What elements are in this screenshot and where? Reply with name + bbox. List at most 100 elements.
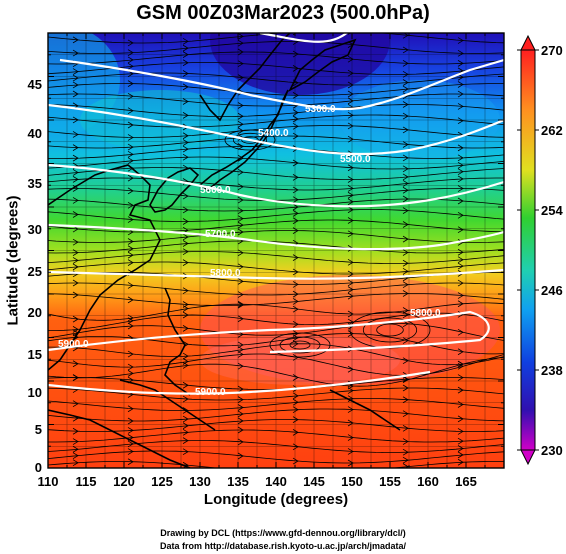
streamline-arrow [402, 173, 409, 181]
y-tick-label: 25 [28, 264, 42, 279]
streamline-arrow [182, 51, 189, 58]
streamline-arrow [402, 46, 409, 54]
streamline-arrow [402, 126, 409, 134]
streamline-arrow [292, 406, 299, 414]
streamline-arrow [182, 145, 189, 153]
streamline-arrow [182, 352, 189, 360]
streamline-arrow [182, 139, 189, 146]
streamline [48, 146, 504, 159]
streamline-arrow [347, 270, 354, 278]
streamline-arrow [347, 279, 354, 287]
streamline-arrow [237, 168, 244, 176]
streamline [48, 93, 504, 107]
contour-label: 5900.0 [58, 339, 89, 350]
streamline [48, 293, 504, 306]
streamline-arrow [402, 375, 409, 383]
streamline-arrow [237, 263, 244, 271]
streamline-arrow [402, 396, 409, 404]
streamline [48, 41, 504, 54]
streamline-arrow [127, 370, 134, 377]
streamline [48, 440, 504, 453]
streamline-arrow [347, 230, 354, 238]
streamline-arrow [182, 70, 189, 77]
streamline-arrow [457, 451, 464, 459]
streamline-arrow [72, 291, 79, 299]
streamline-arrow [457, 348, 464, 356]
y-tick-label: 45 [28, 77, 42, 92]
streamline-arrow [72, 445, 79, 453]
streamline-arrow [402, 207, 409, 214]
streamline-arrow [457, 248, 464, 256]
streamline-arrow [292, 186, 299, 194]
y-tick-label: 30 [28, 222, 42, 237]
colorbar: 270 262 254 246 238 230 [517, 34, 563, 466]
contour-label: 5600.0 [200, 185, 231, 196]
streamline-arrow [292, 203, 299, 211]
streamline-arrow [402, 235, 409, 243]
streamline-arrow [182, 59, 189, 67]
streamline-arrow [237, 341, 244, 349]
streamline-arrow [402, 456, 409, 464]
streamline-arrow [292, 227, 299, 234]
streamline-arrow [127, 150, 134, 158]
streamline-arrow [182, 325, 189, 332]
streamline [48, 450, 504, 464]
streamline-arrow [402, 70, 409, 78]
contour-label: 5900.0 [195, 387, 226, 398]
streamline-arrow [457, 226, 464, 234]
streamline-arrow [127, 107, 134, 115]
streamline-arrow [402, 268, 409, 275]
streamline-arrow [127, 259, 134, 266]
y-tick-labels: 0 5 10 15 20 25 30 35 40 45 [28, 77, 42, 475]
y-tick-label: 10 [28, 385, 42, 400]
streamline-arrow [237, 301, 244, 309]
x-tick-label: 110 [38, 474, 59, 489]
streamline-arrow [402, 410, 409, 418]
streamline-arrow [127, 62, 134, 70]
streamline-arrow [237, 215, 244, 223]
streamline-arrow [237, 154, 244, 162]
streamline-arrow [72, 238, 79, 246]
streamline-arrow [237, 48, 244, 56]
streamline-arrow [347, 365, 354, 373]
streamline-arrow [292, 320, 299, 328]
streamline-arrow [347, 176, 354, 183]
streamline-arrow [347, 206, 354, 214]
streamline-arrow [457, 310, 464, 318]
streamline-arrow [237, 196, 244, 204]
contour-label: 5500.0 [340, 154, 371, 165]
streamline-arrow [237, 404, 244, 411]
streamline-arrow [237, 228, 244, 236]
streamline-arrow [127, 49, 134, 56]
streamline-arrow [457, 117, 464, 125]
colorbar-tick-label: 254 [541, 203, 563, 218]
streamline-arrow [402, 424, 409, 432]
streamline-arrow [182, 381, 189, 389]
streamline [48, 156, 504, 170]
streamline-arrow [457, 256, 464, 264]
streamline-arrow [237, 278, 244, 285]
streamline-arrow [72, 438, 79, 445]
y-tick-label: 5 [35, 422, 42, 437]
streamline-arrow [237, 362, 244, 370]
x-tick-label: 140 [265, 474, 287, 489]
streamline-arrow [402, 438, 409, 445]
streamline [48, 408, 504, 422]
colorbar-top-arrow [520, 34, 536, 51]
streamline-arrow [237, 291, 244, 298]
streamline-arrow [457, 175, 464, 183]
streamline-arrow [457, 49, 464, 57]
streamline-arrow [402, 463, 409, 468]
streamline-arrow [182, 153, 189, 161]
streamline-arrow [402, 60, 409, 67]
streamline-arrow [72, 90, 79, 98]
streamline-arrow [72, 374, 79, 381]
streamline-arrow [457, 401, 464, 408]
streamline-arrow [292, 290, 299, 298]
colorbar-gradient [520, 49, 536, 451]
streamline-arrow [237, 346, 244, 353]
streamline-arrow [292, 65, 299, 72]
streamline-arrow [72, 81, 79, 89]
streamline-arrow [182, 362, 189, 369]
streamline [48, 343, 504, 366]
